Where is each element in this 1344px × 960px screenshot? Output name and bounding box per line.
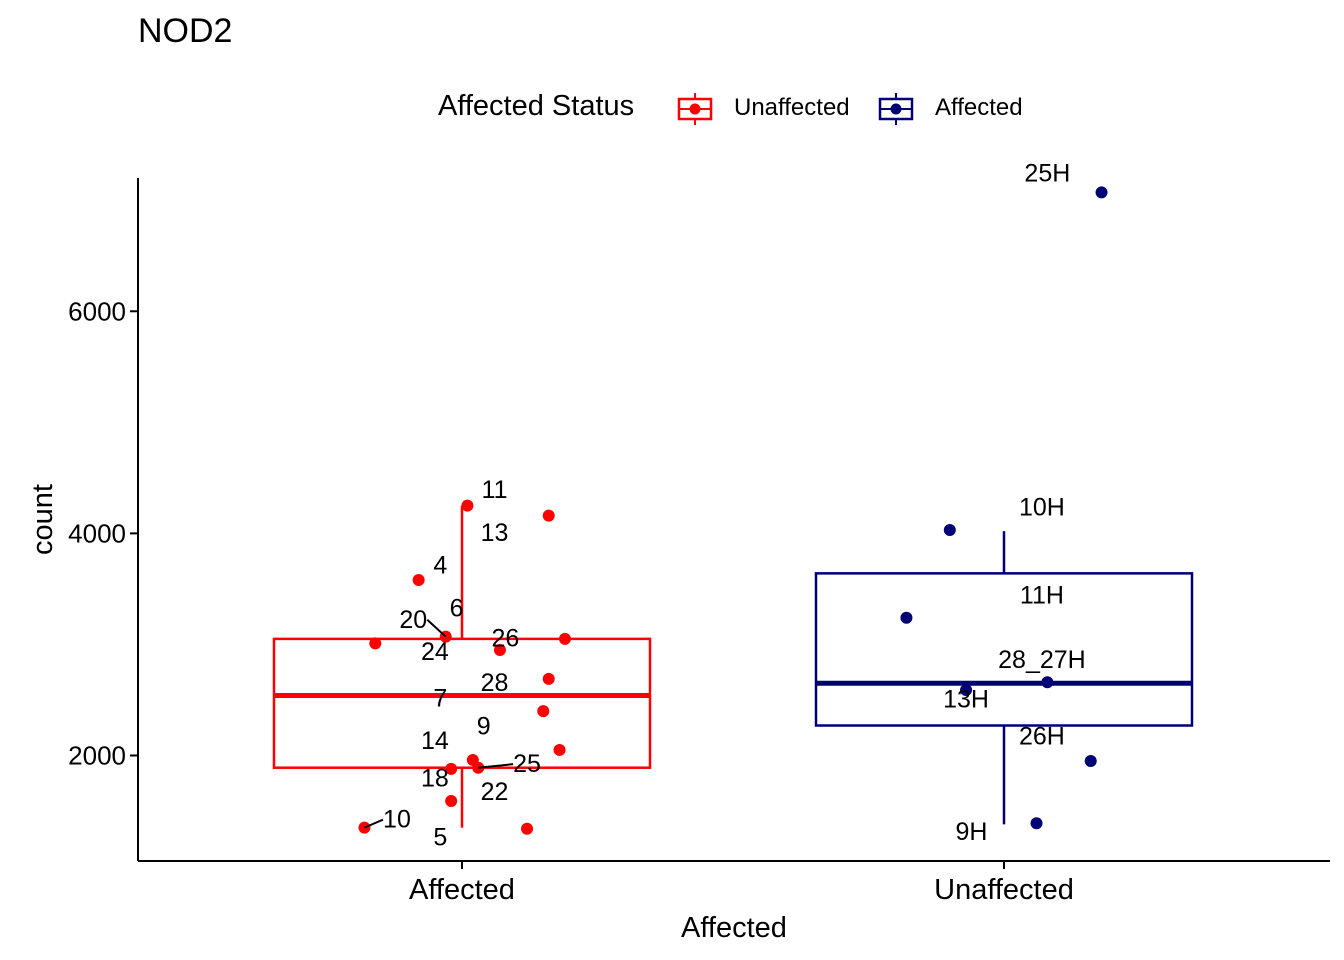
label-segment	[478, 763, 514, 769]
point-label: 6	[450, 595, 464, 623]
legend-key-unaffected-icon	[677, 93, 713, 125]
point-label: 28	[481, 669, 509, 697]
x-tick-label: Affected	[409, 874, 515, 906]
label-segment	[364, 818, 384, 829]
label-segment	[426, 619, 447, 638]
point-label: 22	[481, 778, 509, 806]
boxplot-affected	[272, 505, 652, 828]
point-label: 11H	[1020, 581, 1064, 609]
point-label: 25	[513, 750, 541, 778]
data-point	[461, 499, 474, 512]
legend-title: Affected Status	[438, 90, 635, 122]
point-label: 14	[421, 727, 449, 755]
point-labels: 11 13 420 624 26 28 7 9 14 25 18 22 10 5 25H 10H 11H 28_2…	[364, 159, 1086, 851]
data-point	[553, 743, 566, 756]
data-point	[542, 509, 555, 522]
data-point	[493, 643, 506, 656]
point-label: 26	[491, 625, 519, 653]
data-point	[1095, 186, 1108, 199]
data-point	[521, 822, 534, 835]
point-label: 13H	[943, 686, 989, 714]
data-point	[412, 574, 425, 587]
boxplots	[272, 505, 1194, 828]
data-point	[1041, 676, 1054, 689]
data-point	[1084, 755, 1097, 768]
point-label: 5	[433, 823, 447, 851]
y-tick-label: 2000	[68, 740, 126, 770]
data-point	[960, 683, 973, 696]
y-tick-label: 6000	[68, 296, 126, 326]
point-label: 9	[477, 712, 491, 740]
x-tick-label: Unaffected	[934, 874, 1074, 906]
point-label: 10H	[1019, 494, 1065, 522]
legend-label-affected: Affected	[935, 94, 1023, 121]
point-label: 26H	[1019, 722, 1065, 750]
data-point	[537, 705, 550, 718]
data-point	[369, 637, 382, 650]
y-tick-label: 4000	[68, 518, 126, 548]
legend-label-unaffected: Unaffected	[734, 94, 850, 121]
chart-title: NOD2	[138, 12, 233, 50]
point-label: 9H	[955, 818, 987, 846]
data-point	[445, 762, 458, 775]
point-label: 7	[433, 685, 447, 713]
data-point	[542, 672, 555, 685]
point-label: 10	[383, 806, 411, 834]
data-point	[558, 632, 571, 645]
point-label: 4	[433, 551, 447, 579]
data-point	[943, 524, 956, 537]
data-point	[445, 795, 458, 808]
boxplot-unaffected	[814, 531, 1194, 825]
point-label: 13	[481, 519, 509, 547]
data-point	[1030, 817, 1043, 830]
point-label: 28_27H	[998, 646, 1086, 674]
data-points	[358, 186, 1108, 835]
point-label: 20	[399, 606, 427, 634]
y-axis-title: count	[27, 484, 59, 555]
point-label: 25H	[1024, 159, 1070, 187]
legend: Affected Status Unaffected Affected	[0, 88, 1344, 128]
box-iqr	[272, 637, 652, 769]
x-axis-title: Affected	[681, 912, 787, 944]
point-label: 11	[482, 476, 508, 504]
point-label: 24	[421, 638, 449, 666]
axes: 2000 4000 6000 Affected Unaffected Affected co…	[27, 178, 1330, 944]
point-label: 18	[421, 765, 449, 793]
data-point	[900, 611, 913, 624]
box-iqr	[814, 572, 1194, 727]
legend-key-affected-icon	[878, 93, 914, 125]
